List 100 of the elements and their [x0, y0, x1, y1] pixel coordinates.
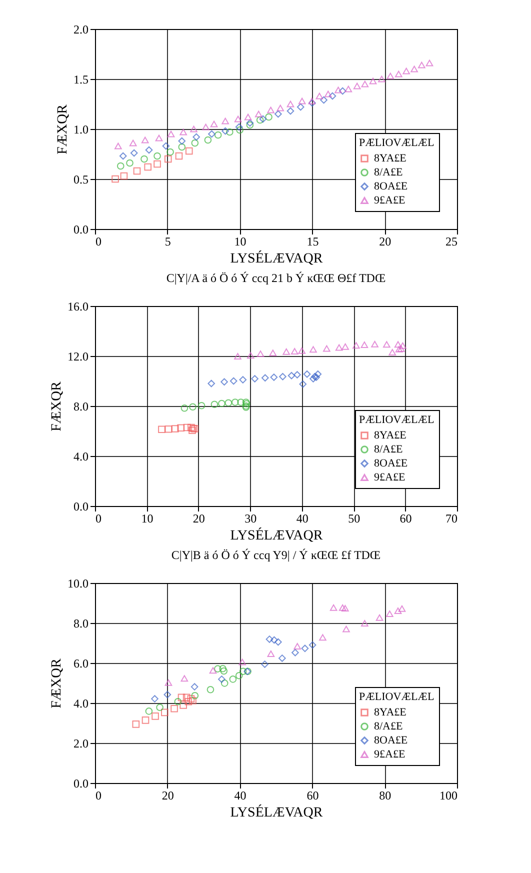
- point: [158, 426, 166, 434]
- point: [190, 683, 198, 690]
- point: [239, 668, 247, 676]
- point: [206, 686, 214, 694]
- point: [294, 371, 301, 378]
- legend-label: 8OA£E: [374, 734, 408, 746]
- point: [226, 128, 234, 136]
- point: [266, 636, 274, 643]
- point: [410, 66, 418, 72]
- point: [338, 87, 346, 95]
- y-tick-label: 8.0: [74, 616, 88, 630]
- legend-title: PÆLIOVÆLÆL: [359, 691, 434, 703]
- point: [274, 638, 282, 646]
- point: [220, 680, 228, 687]
- point: [338, 604, 346, 611]
- legend-label: 8/A£E: [374, 166, 403, 178]
- legend-title: PÆLIOVÆLÆL: [359, 137, 434, 149]
- point: [308, 99, 316, 107]
- point: [234, 353, 242, 360]
- point: [229, 676, 237, 683]
- legend-label: 8OA£E: [374, 180, 408, 192]
- point: [220, 667, 228, 675]
- x-tick-label: 50: [348, 512, 360, 526]
- x-tick-label: 0: [96, 512, 102, 526]
- point: [218, 400, 226, 408]
- point: [292, 648, 299, 656]
- point: [222, 118, 229, 124]
- point: [279, 372, 286, 380]
- point: [126, 159, 134, 167]
- point: [210, 400, 218, 408]
- point: [189, 403, 196, 411]
- point: [120, 172, 128, 180]
- point: [282, 348, 290, 355]
- point: [342, 626, 350, 632]
- point: [361, 620, 368, 626]
- point: [180, 128, 187, 136]
- point: [310, 375, 317, 382]
- point: [208, 380, 216, 388]
- point: [188, 426, 196, 434]
- point: [164, 690, 172, 698]
- point: [342, 343, 349, 350]
- point: [114, 142, 122, 150]
- point: [182, 694, 190, 702]
- x-tick-label: 30: [244, 512, 257, 526]
- x-tick-label: 60: [400, 512, 412, 526]
- point: [303, 370, 311, 378]
- point: [270, 636, 278, 644]
- point: [267, 106, 274, 114]
- legend-label: 8/A£E: [374, 720, 403, 732]
- point: [145, 708, 153, 715]
- x-tick-label: 100: [440, 788, 458, 802]
- legend-label: 8YA£E: [374, 430, 407, 442]
- point: [308, 98, 316, 104]
- point: [214, 665, 222, 672]
- point: [130, 149, 138, 157]
- y-tick-label: 4.0: [74, 696, 88, 710]
- point: [261, 374, 269, 382]
- point: [184, 698, 192, 706]
- point: [166, 148, 174, 156]
- x-axis-title: LYSÉLÆVAQR: [230, 526, 324, 544]
- point: [402, 68, 410, 74]
- legend-label: 8YA£E: [374, 706, 407, 718]
- point: [298, 347, 306, 354]
- point: [278, 654, 286, 662]
- y-axis-title: FÆXQR: [50, 380, 64, 432]
- point: [352, 342, 360, 349]
- legend-label: 9£A£E: [374, 194, 406, 206]
- point: [164, 679, 172, 686]
- point: [175, 152, 183, 160]
- point: [178, 143, 186, 151]
- legend-title: PÆLIOVÆLÆL: [359, 414, 434, 426]
- point: [204, 136, 212, 144]
- point: [371, 340, 378, 348]
- point: [239, 376, 247, 384]
- x-tick-label: 5: [164, 234, 171, 248]
- point: [185, 147, 193, 155]
- y-tick-label: 1.5: [74, 72, 88, 86]
- y-tick-label: 0.5: [74, 172, 88, 186]
- point: [310, 346, 317, 353]
- point: [288, 372, 296, 380]
- point: [298, 98, 306, 104]
- x-tick-label: 20: [192, 512, 205, 526]
- point: [235, 123, 243, 131]
- point: [265, 113, 272, 121]
- point: [189, 696, 196, 704]
- y-tick-label: 6.0: [74, 656, 88, 670]
- legend-label: 9£A£E: [374, 472, 406, 484]
- point: [344, 86, 352, 92]
- point: [171, 425, 179, 432]
- point: [256, 350, 264, 357]
- point: [144, 163, 152, 171]
- point: [320, 96, 328, 104]
- y-tick-label: 0.0: [74, 500, 88, 514]
- point: [386, 610, 394, 618]
- y-tick-label: 0.0: [74, 776, 88, 790]
- point: [132, 720, 140, 728]
- point: [301, 644, 309, 652]
- point: [170, 704, 178, 712]
- point: [187, 695, 195, 702]
- point: [192, 133, 200, 141]
